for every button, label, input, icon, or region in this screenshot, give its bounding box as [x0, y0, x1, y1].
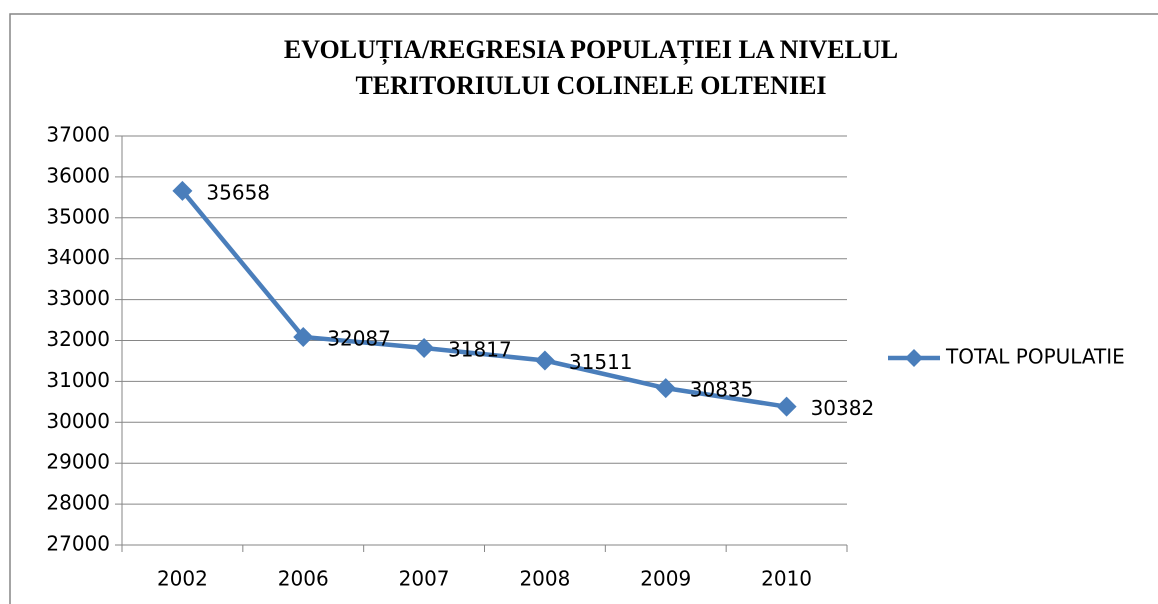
y-tick-label: 31000 — [46, 368, 110, 392]
data-label: 30835 — [690, 378, 754, 402]
marker — [776, 396, 797, 417]
marker — [534, 350, 555, 371]
marker — [293, 326, 314, 347]
legend-marker — [905, 349, 923, 367]
y-tick-label: 32000 — [46, 327, 110, 351]
y-tick-label: 30000 — [46, 409, 110, 433]
x-tick-label: 2009 — [640, 567, 691, 591]
marker — [655, 378, 676, 399]
data-label: 32087 — [327, 326, 391, 350]
chart-title: EVOLUȚIA/REGRESIA POPULAȚIEI LA NIVELUL — [284, 35, 898, 65]
marker — [414, 337, 435, 358]
y-tick-label: 36000 — [46, 163, 110, 187]
y-tick-label: 27000 — [46, 532, 110, 556]
y-tick-label: 37000 — [46, 123, 110, 147]
data-label: 31817 — [448, 337, 512, 361]
x-tick-label: 2006 — [278, 567, 329, 591]
y-tick-label: 33000 — [46, 286, 110, 310]
x-tick-label: 2002 — [157, 567, 208, 591]
marker — [172, 180, 193, 201]
x-tick-label: 2010 — [761, 567, 812, 591]
chart-title: TERITORIULUI COLINELE OLTENIEI — [355, 71, 826, 100]
x-tick-label: 2007 — [399, 567, 450, 591]
legend-label: TOTAL POPULATIE — [945, 345, 1125, 369]
data-label: 30382 — [811, 396, 875, 420]
y-tick-label: 29000 — [46, 450, 110, 474]
y-tick-label: 34000 — [46, 245, 110, 269]
chart-frame — [9, 13, 1158, 604]
data-label: 35658 — [206, 180, 270, 204]
y-tick-label: 35000 — [46, 204, 110, 228]
x-tick-label: 2008 — [519, 567, 570, 591]
y-tick-label: 28000 — [46, 491, 110, 515]
line — [180, 189, 787, 409]
data-label: 31511 — [569, 350, 633, 374]
